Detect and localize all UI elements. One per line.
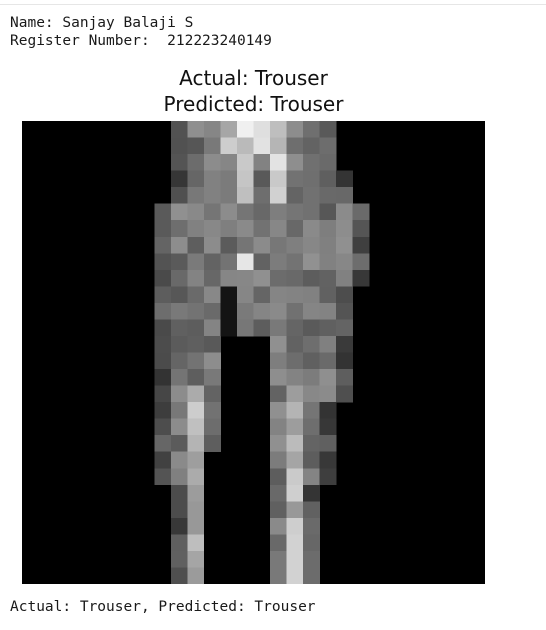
trouser-image-plot xyxy=(22,121,485,584)
prediction-caption: Actual: Trouser, Predicted: Trouser xyxy=(10,598,316,616)
plot-title-predicted: Predicted: Trouser xyxy=(22,91,485,117)
plot-title-actual: Actual: Trouser xyxy=(22,65,485,91)
name-output-text: Name: Sanjay Balaji S xyxy=(10,14,193,32)
pixel-grid-image xyxy=(22,121,485,584)
output-top-border xyxy=(0,4,546,5)
register-number-output-text: Register Number: 212223240149 xyxy=(10,32,272,50)
